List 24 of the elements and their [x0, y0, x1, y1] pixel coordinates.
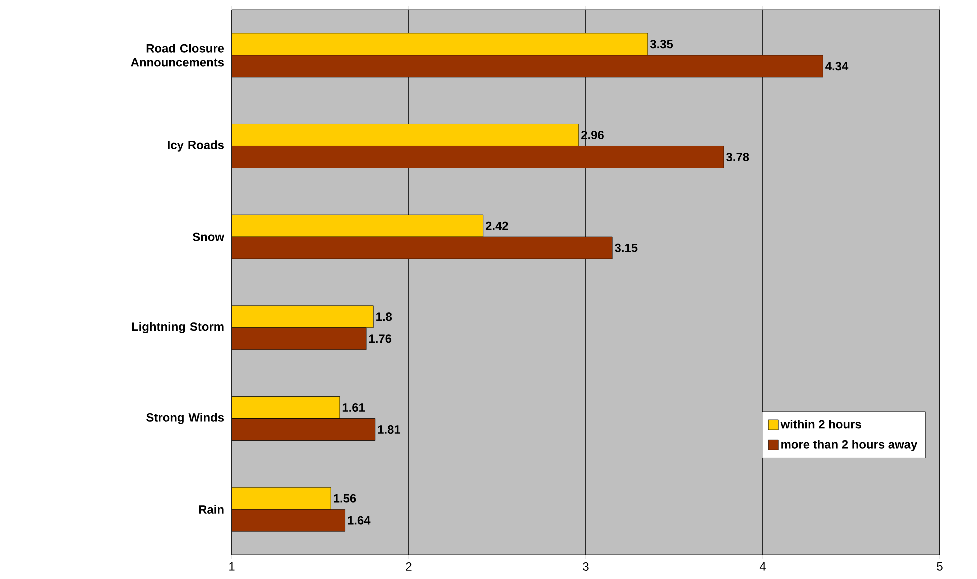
data-label: 2.42 — [486, 222, 508, 230]
data-label: 4.34 — [826, 62, 849, 71]
data-label: 1.76 — [369, 334, 392, 344]
x-tick-label: 1 — [230, 562, 235, 571]
data-label: 3.78 — [726, 153, 750, 162]
y-tick-label: Strong Winds — [146, 413, 224, 424]
data-label: 1.8 — [376, 312, 392, 322]
y-tick-label: Snow — [192, 232, 225, 242]
y-tick-label: Lightning Storm — [132, 322, 224, 334]
y-tick-label: Icy Roads — [168, 140, 224, 152]
data-label: 1.56 — [334, 494, 356, 503]
legend-label: within 2 hours — [780, 420, 862, 429]
x-tick-label: 4 — [760, 562, 766, 571]
data-label: 3.15 — [615, 244, 638, 252]
y-tick-label: Road Closure Announcements — [131, 44, 224, 67]
data-label: 1.81 — [378, 426, 401, 434]
x-tick-label: 5 — [937, 562, 943, 571]
x-tick-label: 2 — [406, 562, 412, 571]
legend-label: more than 2 hours away — [782, 440, 918, 452]
y-tick-label: Rain — [199, 505, 224, 514]
x-tick-label: 3 — [583, 562, 589, 571]
data-label: 3.35 — [650, 40, 674, 49]
data-label: 1.61 — [342, 404, 366, 412]
data-label: 1.64 — [348, 516, 371, 525]
